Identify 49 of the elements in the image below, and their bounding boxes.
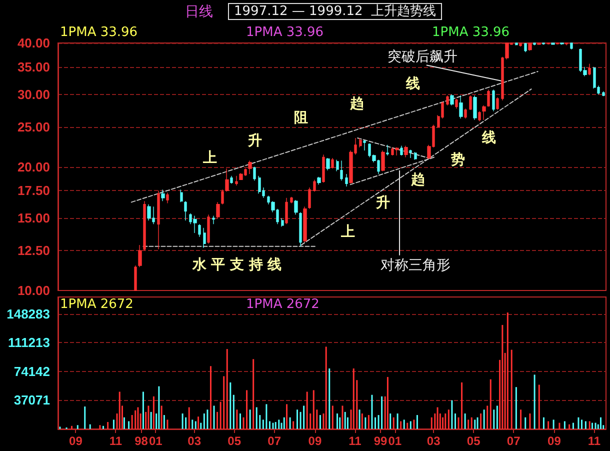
annotation: 突破后飙升 xyxy=(387,49,458,66)
annotation: 阻 xyxy=(294,110,308,126)
x-tick-label: 03 xyxy=(188,434,202,448)
x-tick-label: 01 xyxy=(148,434,163,448)
x-tick-label: 09 xyxy=(69,434,83,448)
annotation: 1PMA 2672 xyxy=(60,297,134,312)
text: 1PMA 33.96 xyxy=(432,25,510,40)
y-tick-label: 111213 xyxy=(8,335,50,350)
x-tick-label: 11 xyxy=(348,434,362,448)
y-tick-label: 10.00 xyxy=(17,283,50,298)
annotation: 上 xyxy=(202,150,217,166)
y-tick-label: 40.00 xyxy=(17,36,50,50)
y-tick-label: 12.50 xyxy=(17,243,50,258)
y-tick-label: 30.00 xyxy=(17,86,50,102)
annotation: 升 xyxy=(375,194,390,211)
x-tick-label: 03 xyxy=(426,434,441,448)
annotation: 趋 xyxy=(349,96,364,112)
annotation: 1PMA 2672 xyxy=(246,297,320,312)
y-tick-label: 35.00 xyxy=(17,59,50,74)
annotation: 势 xyxy=(450,152,465,168)
text: 1PMA 33.96 xyxy=(246,25,324,40)
x-tick-label: 07 xyxy=(506,434,521,448)
x-tick-label: 05 xyxy=(228,434,242,448)
x-tick-label: 09 xyxy=(548,434,562,448)
y-tick-label: 74142 xyxy=(14,364,50,379)
annotation: 升 xyxy=(247,132,262,149)
y-tick-label: 20.00 xyxy=(17,159,50,174)
x-tick-label: 11 xyxy=(588,434,601,448)
annotation: 趋 xyxy=(410,172,425,188)
x-tick-label: 05 xyxy=(466,434,481,448)
annotation: 对称三角形 xyxy=(380,257,451,274)
text: 1PMA 33.96 xyxy=(60,25,138,40)
x-tick-label: 09 xyxy=(308,434,322,448)
annotation: 水 平 支 持 线 xyxy=(191,257,282,273)
annotation: 上 xyxy=(340,224,355,240)
annotation: 线 xyxy=(405,76,420,92)
chart-title: 1997.12 — 1999.12 上升趋势线 xyxy=(234,4,436,19)
y-tick-label: 17.50 xyxy=(17,183,50,198)
chart-subtitle: 日线 xyxy=(185,4,213,20)
y-tick-label: 37071 xyxy=(14,392,50,408)
annotation: 线 xyxy=(481,130,496,146)
x-tick-label: 01 xyxy=(388,434,402,448)
x-tick-label: 11 xyxy=(109,434,122,448)
y-tick-label: 25.00 xyxy=(17,119,50,134)
x-tick-label: 98 xyxy=(134,434,148,448)
y-tick-label: 15.00 xyxy=(17,210,50,226)
y-tick-label: 148283 xyxy=(6,306,50,322)
x-tick-label: 99 xyxy=(374,434,388,448)
x-tick-label: 07 xyxy=(268,434,282,448)
